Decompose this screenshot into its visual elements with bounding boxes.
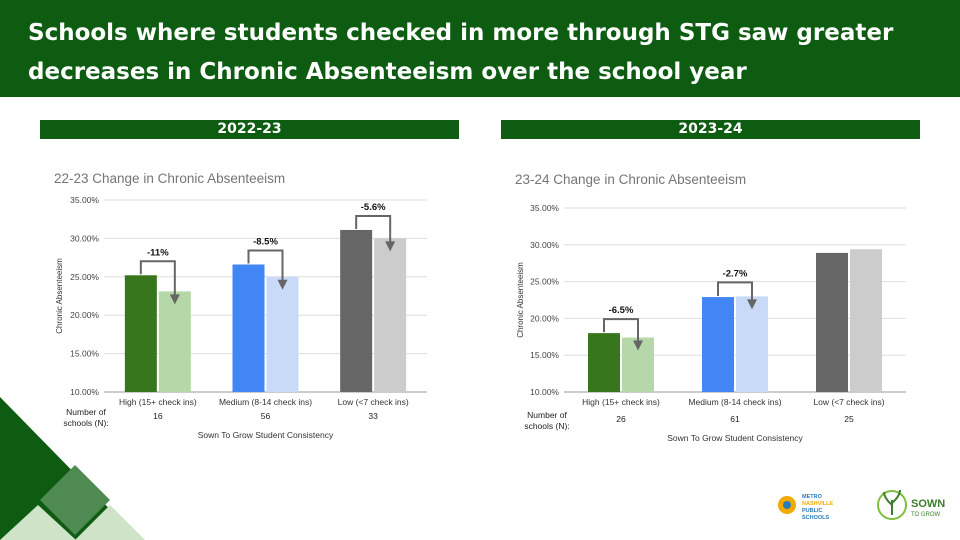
y-tick-label: 10.00%: [530, 387, 559, 397]
change-bracket: [603, 318, 639, 344]
change-arrow: [633, 340, 643, 351]
corner-decoration: [0, 397, 145, 540]
y-tick-label: 30.00%: [530, 240, 559, 250]
bar-start-0: [588, 333, 620, 392]
n-label-line-2: schools (N):: [524, 421, 569, 431]
change-bracket: [139, 260, 176, 298]
y-tick-label: 15.00%: [530, 350, 559, 360]
chart-2022-23: 22-23 Change in Chronic Absenteeism 10.00…: [54, 171, 427, 440]
header-banner: Schools where students checked in more t…: [0, 0, 960, 97]
y-tick-label: 35.00%: [530, 203, 559, 213]
n-value: 56: [261, 411, 271, 421]
change-annotation: -5.6%: [361, 202, 386, 213]
x-axis-label: Sown To Grow Student Consistency: [198, 430, 334, 440]
stg-logo-mark: [877, 490, 907, 520]
bar-end-2: [850, 249, 882, 392]
bar-start-2: [816, 252, 848, 392]
y-tick-label: 25.00%: [70, 272, 99, 282]
x-tick-label: High (15+ check ins): [119, 397, 197, 407]
y-tick-label: 20.00%: [70, 310, 99, 320]
y-axis-label: Chronic Absenteeism: [516, 262, 525, 338]
bar-end-1: [266, 276, 299, 392]
change-annotation: -6.5%: [609, 305, 634, 316]
bar-end-0: [158, 291, 191, 392]
y-tick-label: 25.00%: [530, 277, 559, 287]
n-value: 16: [153, 411, 163, 421]
x-tick-label: Medium (8-14 check ins): [219, 397, 312, 407]
x-tick-label: High (15+ check ins): [582, 397, 660, 407]
panel-label-2022-23: 2022-23: [40, 120, 459, 139]
change-annotation: -8.5%: [253, 237, 278, 248]
change-annotation: -11%: [147, 247, 169, 258]
bar-start-1: [702, 297, 734, 392]
stg-logo-line-2: TO GROW: [911, 512, 941, 518]
bar-start-2: [340, 229, 373, 392]
change-arrow: [169, 294, 180, 305]
n-value: 61: [730, 414, 740, 424]
y-tick-label: 30.00%: [70, 233, 99, 243]
y-tick-label: 10.00%: [70, 387, 99, 397]
mnps-logo-line-4: SCHOOLS: [802, 515, 830, 521]
deco-triangle-light-2: [75, 505, 145, 540]
chart-title: 22-23 Change in Chronic Absenteeism: [54, 171, 285, 186]
change-arrow: [277, 279, 288, 290]
n-value: 26: [616, 414, 626, 424]
y-tick-label: 20.00%: [530, 313, 559, 323]
change-bracket: [717, 281, 753, 303]
n-value: 33: [368, 411, 378, 421]
n-label-line-1: Number of: [66, 407, 106, 417]
change-annotation: -2.7%: [723, 268, 748, 279]
mnps-logo-mark: [778, 496, 796, 514]
change-arrow: [747, 299, 757, 310]
y-tick-label: 15.00%: [70, 349, 99, 359]
change-bracket: [247, 249, 284, 283]
y-tick-label: 35.00%: [70, 195, 99, 205]
bar-end-1: [736, 296, 768, 392]
page-title: Schools where students checked in more t…: [28, 20, 894, 85]
n-label-line-1: Number of: [527, 410, 567, 420]
chart-title: 23-24 Change in Chronic Absenteeism: [515, 172, 746, 187]
change-arrow: [385, 241, 396, 252]
panel-label-2023-24: 2023-24: [501, 120, 920, 139]
y-axis-label: Chronic Absenteeism: [55, 258, 64, 334]
bar-end-2: [374, 238, 407, 392]
sown-to-grow-logo: SOWN TO GROW: [877, 489, 945, 520]
mnps-logo-line-1: METRO: [802, 494, 823, 500]
bar-start-1: [232, 264, 265, 392]
bar-start-0: [124, 275, 157, 392]
n-value: 25: [844, 414, 854, 424]
change-bracket: [355, 214, 392, 245]
chart-2023-24: 23-24 Change in Chronic Absenteeism 10.00…: [515, 172, 906, 443]
n-label-line-2: schools (N):: [63, 418, 108, 428]
x-tick-label: Medium (8-14 check ins): [688, 397, 781, 407]
x-tick-label: Low (<7 check ins): [338, 397, 409, 407]
deco-triangle-light-1: [0, 505, 76, 540]
deco-diamond-mid: [40, 465, 110, 535]
x-axis-label: Sown To Grow Student Consistency: [667, 433, 803, 443]
mnps-logo: METRO NASHVILLE PUBLIC SCHOOLS: [778, 494, 834, 521]
mnps-logo-line-3: PUBLIC: [802, 508, 823, 514]
mnps-logo-line-2: NASHVILLE: [802, 501, 834, 507]
stg-logo-line-1: SOWN: [911, 498, 945, 510]
x-tick-label: Low (<7 check ins): [813, 397, 884, 407]
